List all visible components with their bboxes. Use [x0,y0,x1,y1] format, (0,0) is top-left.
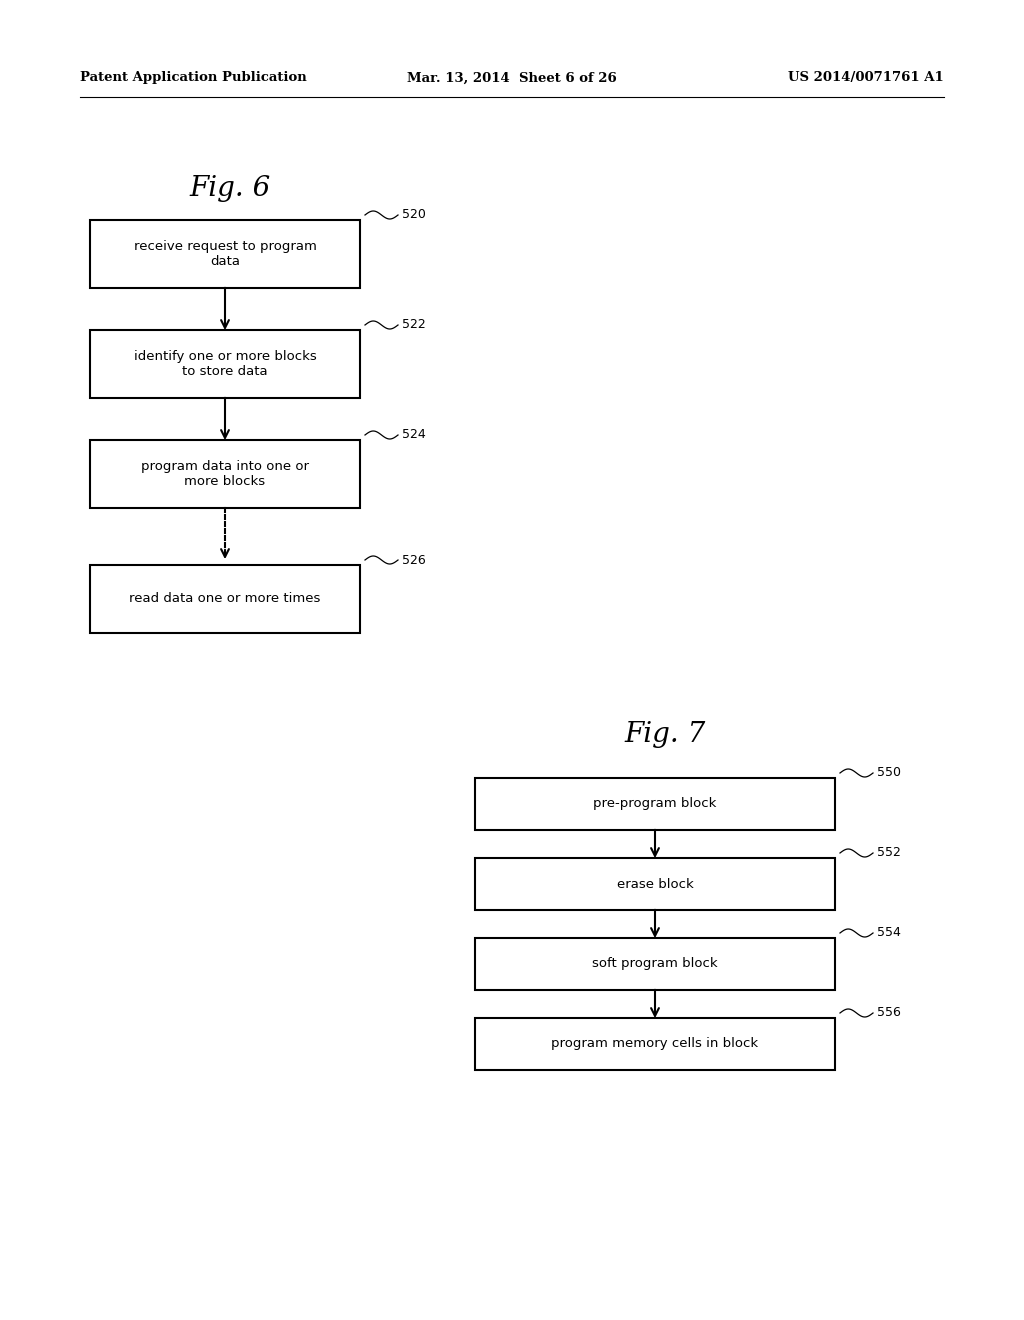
Text: soft program block: soft program block [592,957,718,970]
FancyBboxPatch shape [90,220,360,288]
FancyBboxPatch shape [90,330,360,399]
Text: program memory cells in block: program memory cells in block [552,1038,759,1051]
Text: erase block: erase block [616,878,693,891]
FancyBboxPatch shape [90,440,360,508]
Text: Patent Application Publication: Patent Application Publication [80,71,307,84]
Text: 526: 526 [402,553,426,566]
Text: Fig. 6: Fig. 6 [189,174,270,202]
Text: program data into one or
more blocks: program data into one or more blocks [141,459,309,488]
Text: Fig. 7: Fig. 7 [625,722,706,748]
Text: US 2014/0071761 A1: US 2014/0071761 A1 [788,71,944,84]
Text: Mar. 13, 2014  Sheet 6 of 26: Mar. 13, 2014 Sheet 6 of 26 [408,71,616,84]
Text: pre-program block: pre-program block [593,797,717,810]
FancyBboxPatch shape [475,1018,835,1071]
FancyBboxPatch shape [90,565,360,634]
Text: 554: 554 [877,927,901,940]
Text: 524: 524 [402,429,426,441]
FancyBboxPatch shape [475,858,835,909]
FancyBboxPatch shape [475,777,835,830]
Text: 550: 550 [877,767,901,780]
Text: identify one or more blocks
to store data: identify one or more blocks to store dat… [133,350,316,378]
Text: read data one or more times: read data one or more times [129,593,321,606]
Text: 552: 552 [877,846,901,859]
FancyBboxPatch shape [475,939,835,990]
Text: 520: 520 [402,209,426,222]
Text: receive request to program
data: receive request to program data [133,240,316,268]
Text: 556: 556 [877,1006,901,1019]
Text: 522: 522 [402,318,426,331]
